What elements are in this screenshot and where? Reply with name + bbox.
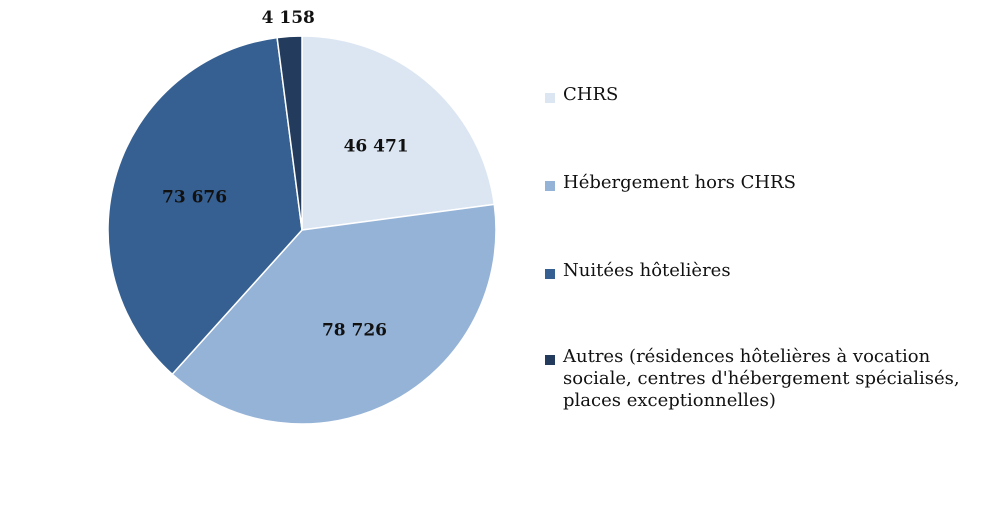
legend-label-chrs: CHRS [563,84,619,105]
data-label-nuitees-hotelieres: 73 676 [162,188,227,208]
legend-item-autres: Autres (résidences hôtelières à vocation… [545,346,963,412]
pie-slice-autres [276,35,303,231]
legend-swatch-chrs [545,93,555,103]
pie-labels: 46 471 78 726 73 676 4 158 [162,8,409,340]
data-label-hebergement-hors-chrs: 78 726 [322,321,387,341]
legend-label-nuitees-hotelieres: Nuitées hôtelières [563,260,731,281]
data-label-chrs: 46 471 [344,136,409,156]
legend-item-hebergement-hors-chrs: Hébergement hors CHRS [545,172,796,194]
legend-item-chrs: CHRS [545,84,618,106]
legend-label-hebergement-hors-chrs: Hébergement hors CHRS [563,172,796,193]
legend-swatch-autres [545,355,555,365]
pie-slices [107,35,497,425]
pie-slice-chrs [301,35,496,231]
pie-slice-hebergement-hors-chrs [171,203,497,425]
legend-item-nuitees-hotelieres: Nuitées hôtelières [545,260,731,282]
pie-slice-nuitees-hotelieres [107,36,303,376]
legend-swatch-hebergement-hors-chrs [545,181,555,191]
data-label-autres: 4 158 [262,8,315,28]
legend-label-autres: Autres (résidences hôtelières à vocation… [563,346,960,411]
legend-swatch-nuitees-hotelieres [545,269,555,279]
